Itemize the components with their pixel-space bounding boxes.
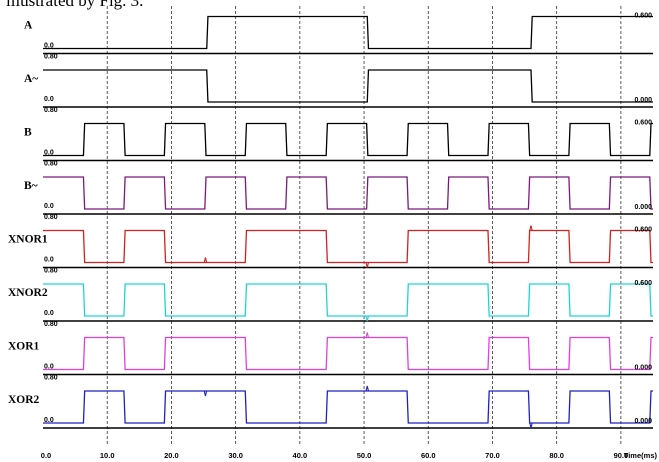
glitch-spike [529, 225, 533, 231]
right-level-label: 0.000 [634, 97, 652, 104]
top-scale-label: 0.80 [44, 321, 58, 328]
x-tick-label: 90.0 [614, 451, 629, 460]
signal-name: B~ [24, 180, 38, 192]
right-level-label: 0.000 [634, 204, 652, 211]
x-tick-label: 80.0 [549, 451, 564, 460]
low-level-label: 0.0 [44, 203, 54, 210]
waveform-trace [43, 229, 653, 264]
right-level-label: 0.000 [634, 418, 652, 425]
right-level-label: 0.600 [634, 227, 652, 234]
waveform-trace [43, 69, 653, 103]
low-level-label: 0.0 [44, 96, 54, 103]
low-level-label: 0.0 [44, 257, 54, 264]
signal-a: A 0.0 0.600 [24, 13, 653, 55]
x-tick-label: 70.0 [485, 451, 500, 460]
top-scale-label: 0.80 [44, 214, 58, 221]
low-level-label: 0.0 [44, 417, 54, 424]
signal-name: A~ [24, 73, 38, 85]
top-scale-label: 0.80 [44, 268, 58, 275]
glitch-spike [203, 257, 208, 263]
waveform-trace [43, 122, 653, 157]
signal-xnor1: XNOR1 0.0 0.80 0.600 [8, 214, 653, 269]
signal-b-bar: B~ 0.0 0.80 0.000 [24, 161, 653, 215]
low-level-label: 0.0 [44, 310, 54, 317]
waveform-trace [43, 176, 653, 210]
signal-name: A [24, 20, 33, 32]
x-tick-label: 10.0 [100, 451, 115, 460]
low-level-label: 0.0 [44, 150, 54, 157]
x-tick-label: 50.0 [357, 451, 372, 460]
x-tick-label: 60.0 [421, 451, 436, 460]
glitch-spike [203, 390, 208, 397]
top-scale-label: 0.80 [44, 161, 58, 168]
right-level-label: 0.600 [634, 120, 652, 127]
top-scale-label: 0.80 [44, 375, 58, 382]
x-tick-label: 40.0 [293, 451, 308, 460]
waveform-trace [43, 336, 653, 371]
signal-b: B 0.0 0.80 0.600 [24, 107, 653, 162]
waveform-trace [43, 283, 653, 317]
glitch-spike [365, 332, 369, 338]
top-scale-label: 0.80 [44, 107, 58, 114]
low-level-label: 0.0 [44, 364, 54, 371]
low-level-label: 0.0 [44, 43, 54, 50]
signal-a-bar: A~ 0.0 0.80 0.000 [24, 54, 653, 108]
glitch-spike [365, 262, 369, 268]
glitch-spike [529, 422, 533, 429]
signal-xnor2: XNOR2 0.0 0.80 0.600 [8, 268, 653, 322]
x-tick-label: 0.0 [41, 451, 51, 460]
x-tick-label: 30.0 [228, 451, 243, 460]
x-tick-label: 20.0 [164, 451, 179, 460]
caption-text: illustrated by Fig. 3. [6, 0, 144, 10]
signal-name: XNOR2 [8, 287, 48, 299]
top-scale-label: 0.80 [44, 54, 58, 61]
waveform-trace [43, 390, 653, 424]
glitch-spike [365, 315, 369, 322]
waveform-trace [43, 15, 653, 50]
signal-xor1: XOR1 0.0 0.80 0.000 [8, 321, 653, 376]
right-level-label: 0.600 [634, 13, 652, 20]
right-level-label: 0.000 [634, 365, 652, 372]
x-axis-label: Time(ms) [624, 451, 658, 460]
right-level-label: 0.600 [634, 280, 652, 287]
signal-name: XOR2 [8, 394, 40, 406]
glitch-spike [365, 385, 369, 392]
signal-name: XNOR1 [8, 234, 48, 246]
signal-name: XOR1 [8, 341, 40, 353]
signal-name: B [24, 127, 32, 139]
signal-xor2: XOR2 0.0 0.80 0.000 [8, 375, 653, 429]
